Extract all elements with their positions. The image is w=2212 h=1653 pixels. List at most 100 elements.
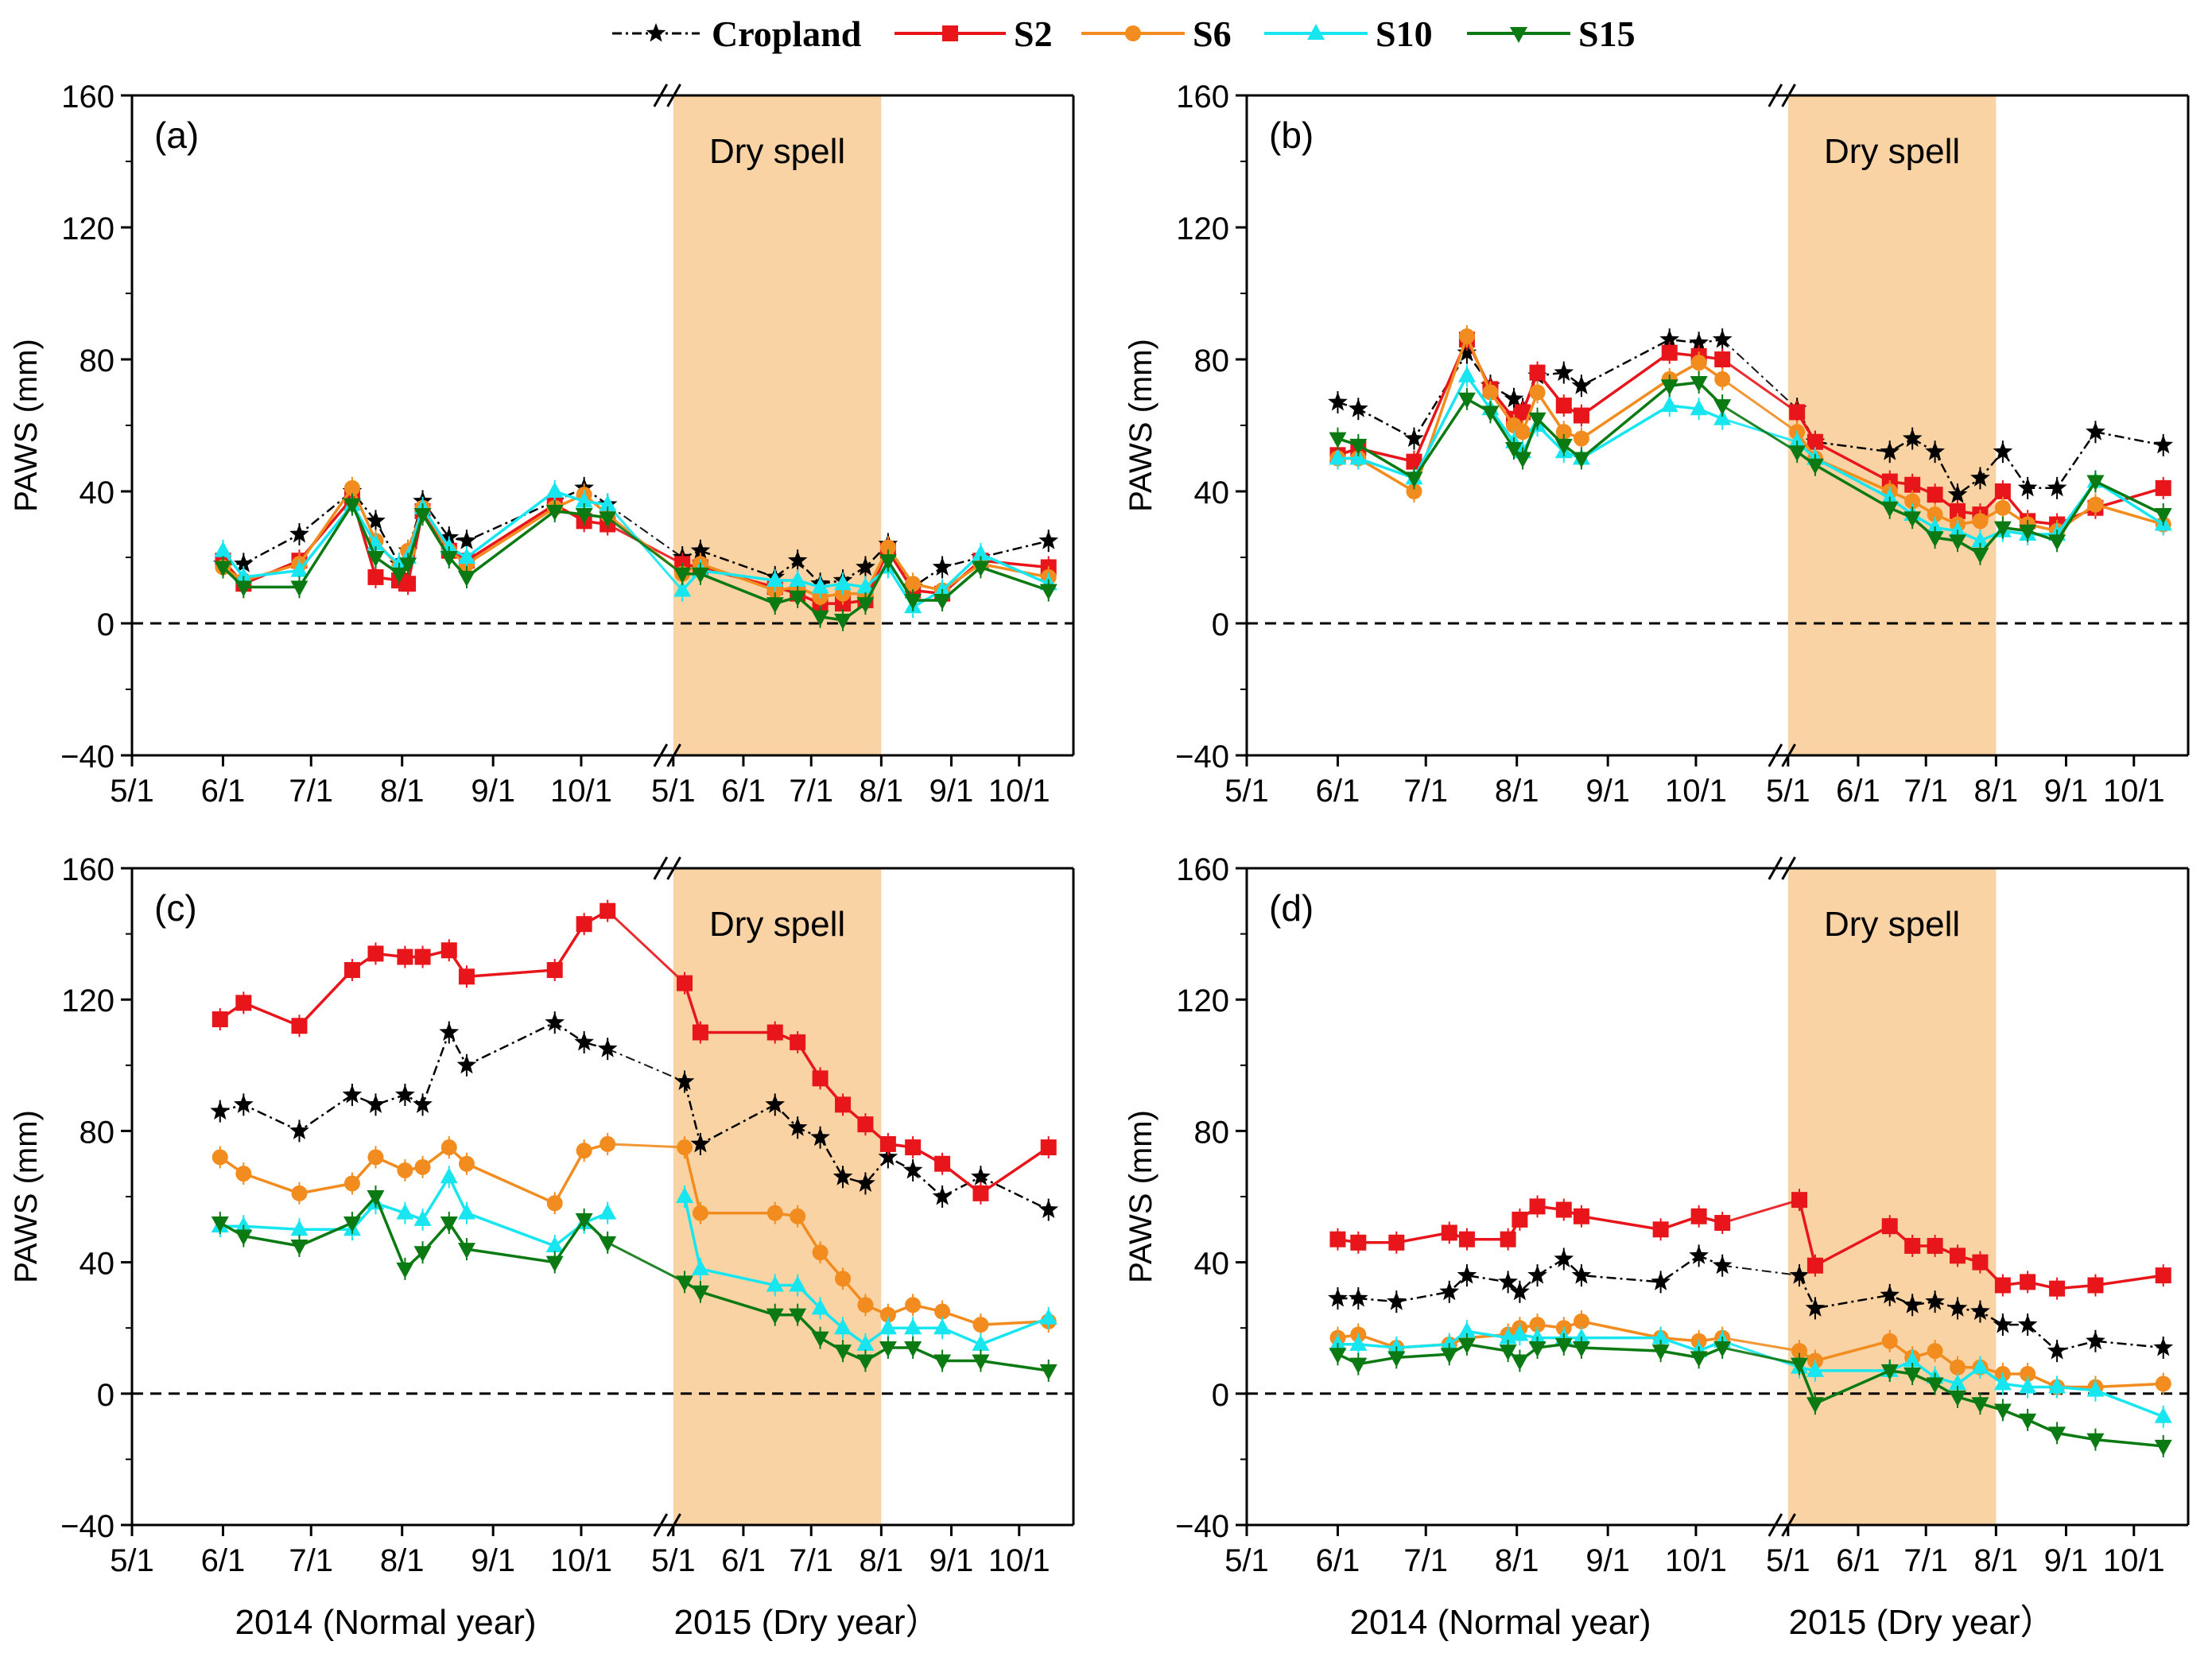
data-point-triangle [766,1275,784,1292]
data-point-square [857,1116,874,1133]
data-point-triangle [904,593,922,610]
dry-spell-label: Dry spell [709,905,845,944]
data-point-circle [1927,506,1943,523]
data-point-triangle [811,610,829,627]
data-point-circle [235,1166,252,1182]
data-point-triangle [575,491,593,508]
x-tick-label: 7/1 [789,774,833,809]
data-point-triangle [1554,1337,1573,1354]
data-point-square [291,1018,308,1034]
data-point-circle [692,1205,708,1221]
data-point-square [790,1034,806,1050]
data-point-triangle [575,508,593,525]
data-point-star [1925,1291,1945,1310]
y-tick-label: 0 [97,1378,114,1413]
x-tick-label: 7/1 [789,1543,833,1578]
data-point-triangle [1903,1351,1922,1368]
data-point-star [210,1100,231,1120]
data-point-triangle [1457,1321,1476,1338]
data-point-triangle [766,1308,784,1325]
data-point-triangle [1511,1354,1529,1371]
data-point-triangle [367,1190,385,1206]
data-point-triangle [904,1341,922,1357]
data-point-square [1500,1231,1516,1248]
legend-marker-star [646,23,666,42]
data-point-triangle [1993,1374,2012,1391]
dry-spell-band [673,868,882,1525]
year-label-2014-right: 2014 (Normal year) [1349,1603,1651,1642]
data-point-circle [600,1135,616,1152]
data-point-triangle [691,567,709,584]
data-point-circle [879,539,896,556]
data-point-square [2049,1280,2066,1297]
data-point-star [1651,1271,1671,1290]
data-point-square [2155,1267,2171,1284]
data-point-triangle [1440,1348,1458,1364]
data-point-star [366,1094,386,1113]
data-point-square [1950,1248,1966,1264]
data-point-triangle [904,1318,922,1335]
data-point-square [1555,398,1572,414]
data-point-circle [905,576,922,592]
data-point-square [1690,1208,1707,1224]
data-point-star [1504,388,1524,408]
data-point-triangle [1806,1397,1824,1414]
data-point-triangle [676,1275,694,1292]
data-point-triangle [811,1298,829,1315]
data-point-circle [414,1158,431,1175]
data-point-triangle [972,561,990,577]
x-tick-label: 9/1 [2044,1543,2089,1578]
series-line [681,552,1050,609]
data-point-triangle [972,1334,990,1351]
data-point-triangle [545,1236,564,1252]
data-point-triangle [1788,432,1806,448]
data-point-circle [211,1149,228,1166]
axis-break-mark [666,856,681,880]
legend-item-s10: S10 [1264,14,1433,54]
data-point-star [1527,1265,1547,1284]
data-point-triangle [440,1167,458,1184]
y-tick-label: 40 [80,1247,115,1282]
data-point-square [1994,1277,2011,1294]
data-point-triangle [457,1203,475,1220]
data-point-circle [1690,355,1707,371]
data-point-triangle [1329,1348,1347,1364]
data-point-triangle [1514,452,1532,468]
data-point-triangle [2048,534,2066,551]
series-connector [1721,1340,1800,1369]
data-point-square [1972,1254,1989,1271]
data-point-star [1349,398,1368,417]
x-tick-label: 7/1 [289,774,333,809]
data-point-triangle [1713,399,1732,416]
data-point-triangle [413,1209,432,1226]
data-point-circle [934,1303,951,1320]
data-point-circle [343,479,360,496]
data-point-square [1927,1237,1943,1254]
data-point-triangle [1329,448,1347,465]
data-point-square [1040,1139,1057,1156]
data-point-triangle [1528,1341,1546,1357]
series-connector [1721,1198,1800,1224]
data-point-circle [972,1317,989,1333]
data-point-triangle [834,574,852,591]
series-line [219,1193,609,1271]
y-tick-label: 160 [1176,852,1229,887]
data-point-square [1791,1192,1808,1209]
y-tick-label: 120 [1176,211,1229,246]
data-point-star [439,1022,460,1041]
series-s15 [211,1185,1057,1382]
y-tick-label: 40 [1194,475,1230,510]
data-point-square [1441,1224,1457,1241]
data-point-triangle [599,511,617,528]
legend-marker-triangle [1510,27,1527,43]
x-tick-label: 10/1 [1665,1543,1727,1578]
data-point-circle [1573,430,1589,447]
data-point-star [1880,1284,1900,1304]
panel-label: (a) [154,114,199,156]
panel-c: Dry spell −40 0 40 80 120 160 PAWS (mm) 5/1 5/1 6/… [9,852,1075,1578]
data-point-triangle [211,1216,229,1233]
data-point-triangle [972,1354,990,1371]
data-point-circle [1791,1343,1808,1360]
data-point-triangle [879,1318,897,1335]
series-line [684,1280,1049,1372]
